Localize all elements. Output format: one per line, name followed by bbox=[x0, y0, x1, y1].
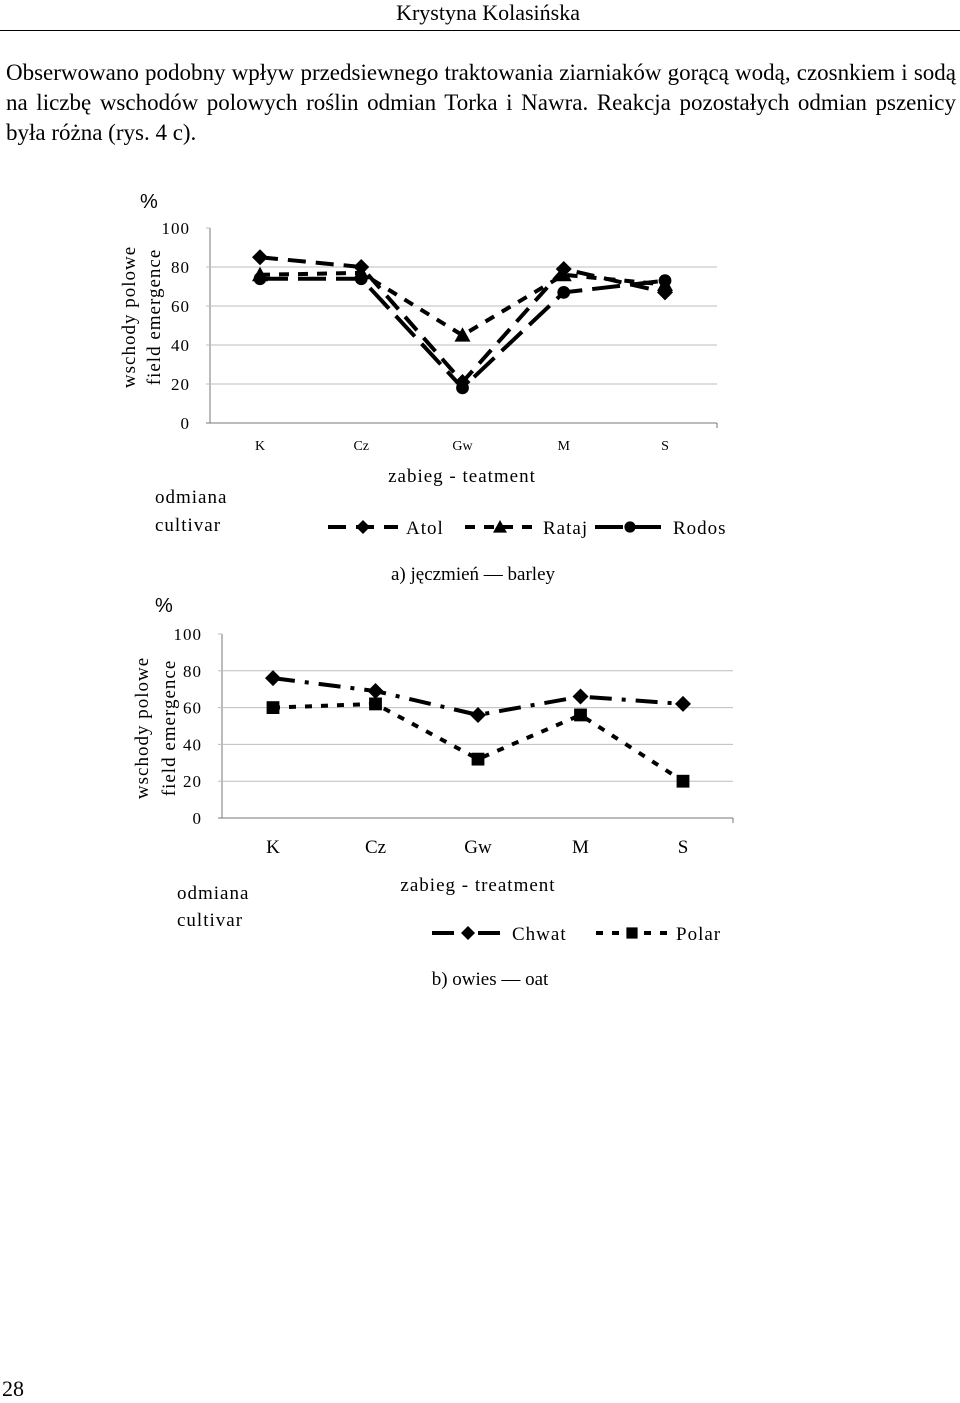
page-number: 28 bbox=[2, 1376, 24, 1401]
series-line-atol bbox=[259, 255, 666, 386]
data-point-chwat bbox=[572, 688, 589, 705]
x-tick-label: S bbox=[661, 439, 669, 454]
percent-label: % bbox=[140, 191, 158, 213]
y-tick-label: 20 bbox=[183, 772, 202, 791]
percent-label: % bbox=[155, 595, 173, 617]
legend-label-rataj: Rataj bbox=[543, 518, 588, 539]
x-tick-label: K bbox=[255, 439, 265, 454]
body-paragraph: Obserwowano podobny wpływ przedsiewnego … bbox=[6, 60, 956, 145]
chart-barley: 0 20 40 60 80 100% wschody polowe field emergen… bbox=[119, 191, 727, 585]
legend-label-rodos: Rodos bbox=[673, 518, 727, 539]
x-axis-label: zabieg - treatment bbox=[400, 875, 555, 896]
data-point-rodos bbox=[354, 272, 368, 286]
y-tick-label: 40 bbox=[183, 735, 202, 754]
y-tick-label: 60 bbox=[171, 297, 190, 316]
data-point-chwat bbox=[675, 695, 691, 712]
data-point-polar bbox=[574, 708, 587, 722]
y-tick-label: 20 bbox=[171, 375, 190, 394]
x-tick-label: Cz bbox=[365, 837, 386, 858]
data-point-rodos bbox=[456, 381, 469, 395]
data-point-rataj bbox=[454, 327, 471, 342]
figure-caption: b) owies — oat bbox=[432, 969, 549, 990]
x-tick-label: M bbox=[572, 837, 589, 858]
y-axis-label-pl: wschody polowe bbox=[132, 657, 153, 799]
y-tick-label: 100 bbox=[174, 625, 203, 644]
legend-label-atol: Atol bbox=[406, 518, 444, 539]
y-tick-label: 0 bbox=[181, 414, 191, 433]
data-point-rataj bbox=[555, 266, 572, 282]
legend-label-chwat: Chwat bbox=[512, 924, 567, 945]
x-tick-label: Gw bbox=[452, 439, 473, 454]
legend-marker-rataj bbox=[493, 520, 507, 533]
header-author: Krystyna Kolasińska bbox=[396, 0, 580, 25]
data-point-atol bbox=[252, 249, 268, 266]
legend-marker-atol bbox=[356, 520, 370, 534]
y-axis-label-en: field emergence bbox=[144, 249, 165, 386]
x-tick-label: M bbox=[558, 439, 571, 454]
data-point-polar bbox=[471, 752, 485, 766]
y-tick-label: 60 bbox=[183, 699, 202, 718]
y-tick-label: 100 bbox=[162, 219, 191, 238]
legend-title-en: cultivar bbox=[177, 910, 243, 931]
legend-marker-polar bbox=[626, 927, 638, 939]
header-rule bbox=[0, 30, 960, 31]
y-axis-label-pl: wschody polowe bbox=[119, 246, 140, 388]
x-tick-label: Gw bbox=[464, 837, 492, 858]
y-axis-label-en: field emergence bbox=[159, 660, 180, 797]
data-point-chwat bbox=[265, 670, 281, 687]
legend-label-polar: Polar bbox=[676, 924, 721, 945]
data-point-rodos bbox=[253, 272, 267, 286]
y-tick-label: 80 bbox=[171, 258, 190, 277]
x-tick-label: Cz bbox=[353, 439, 369, 454]
x-tick-label: K bbox=[266, 837, 280, 858]
chart-oat: 0 20 40 60 80 100% wschody polowe field emergen… bbox=[132, 595, 734, 990]
x-axis-label: zabieg - teatment bbox=[388, 466, 536, 487]
series-line-polar bbox=[272, 701, 685, 783]
legend-title-pl: odmiana bbox=[177, 883, 249, 904]
series-line-rataj bbox=[259, 270, 666, 338]
data-point-rodos bbox=[557, 285, 571, 299]
data-point-polar bbox=[266, 701, 280, 714]
y-tick-label: 0 bbox=[193, 809, 203, 828]
legend-marker-chwat bbox=[461, 926, 475, 940]
y-tick-label: 80 bbox=[183, 662, 202, 681]
data-point-polar bbox=[369, 697, 382, 711]
legend-title-en: cultivar bbox=[155, 515, 221, 536]
legend-title-pl: odmiana bbox=[155, 487, 227, 508]
data-point-polar bbox=[676, 774, 690, 788]
x-tick-label: S bbox=[678, 837, 689, 858]
data-point-chwat bbox=[470, 706, 486, 723]
data-point-rodos bbox=[658, 274, 672, 288]
y-tick-label: 40 bbox=[171, 336, 190, 355]
legend-marker-rodos bbox=[624, 521, 636, 533]
data-point-chwat bbox=[367, 683, 384, 700]
figure-caption: a) jęczmień — barley bbox=[391, 564, 556, 585]
